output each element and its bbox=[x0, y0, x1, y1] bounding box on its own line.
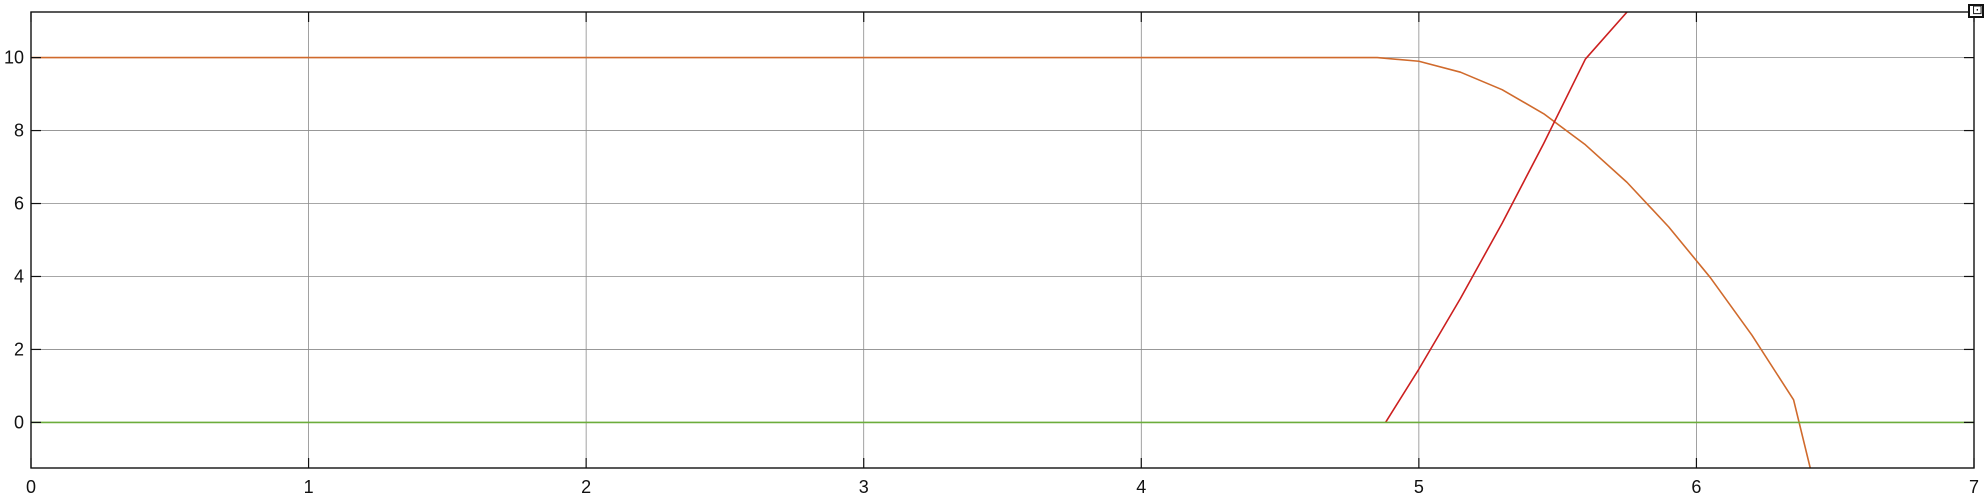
expand-button[interactable]: ⊡ bbox=[1968, 3, 1984, 18]
grid-lines bbox=[30, 12, 1975, 468]
y-tick-label: 0 bbox=[14, 412, 24, 432]
expand-icon: ⊡ bbox=[1972, 3, 1983, 18]
series-line-2 bbox=[1384, 12, 1628, 423]
y-tick-label: 10 bbox=[4, 48, 24, 68]
x-tick-label: 4 bbox=[1136, 477, 1146, 497]
tick-labels: 0 1 2 3 4 5 6 7 0 2 4 6 8 10 bbox=[4, 48, 1979, 497]
x-tick-label: 2 bbox=[581, 477, 591, 497]
axes bbox=[30, 11, 1975, 469]
x-tick-label: 6 bbox=[1691, 477, 1701, 497]
plot-frame bbox=[30, 11, 1975, 469]
x-tick-label: 5 bbox=[1414, 477, 1424, 497]
series-line-1 bbox=[31, 56, 1812, 468]
x-tick-label: 3 bbox=[859, 477, 869, 497]
y-tick-label: 6 bbox=[14, 194, 24, 214]
y-tick-label: 8 bbox=[14, 121, 24, 141]
x-tick-label: 1 bbox=[304, 477, 314, 497]
x-tick-label: 0 bbox=[26, 477, 36, 497]
y-tick-label: 2 bbox=[14, 339, 24, 359]
y-tick-label: 4 bbox=[14, 266, 24, 286]
x-tick-label: 7 bbox=[1969, 477, 1979, 497]
series-layer bbox=[31, 12, 1974, 468]
